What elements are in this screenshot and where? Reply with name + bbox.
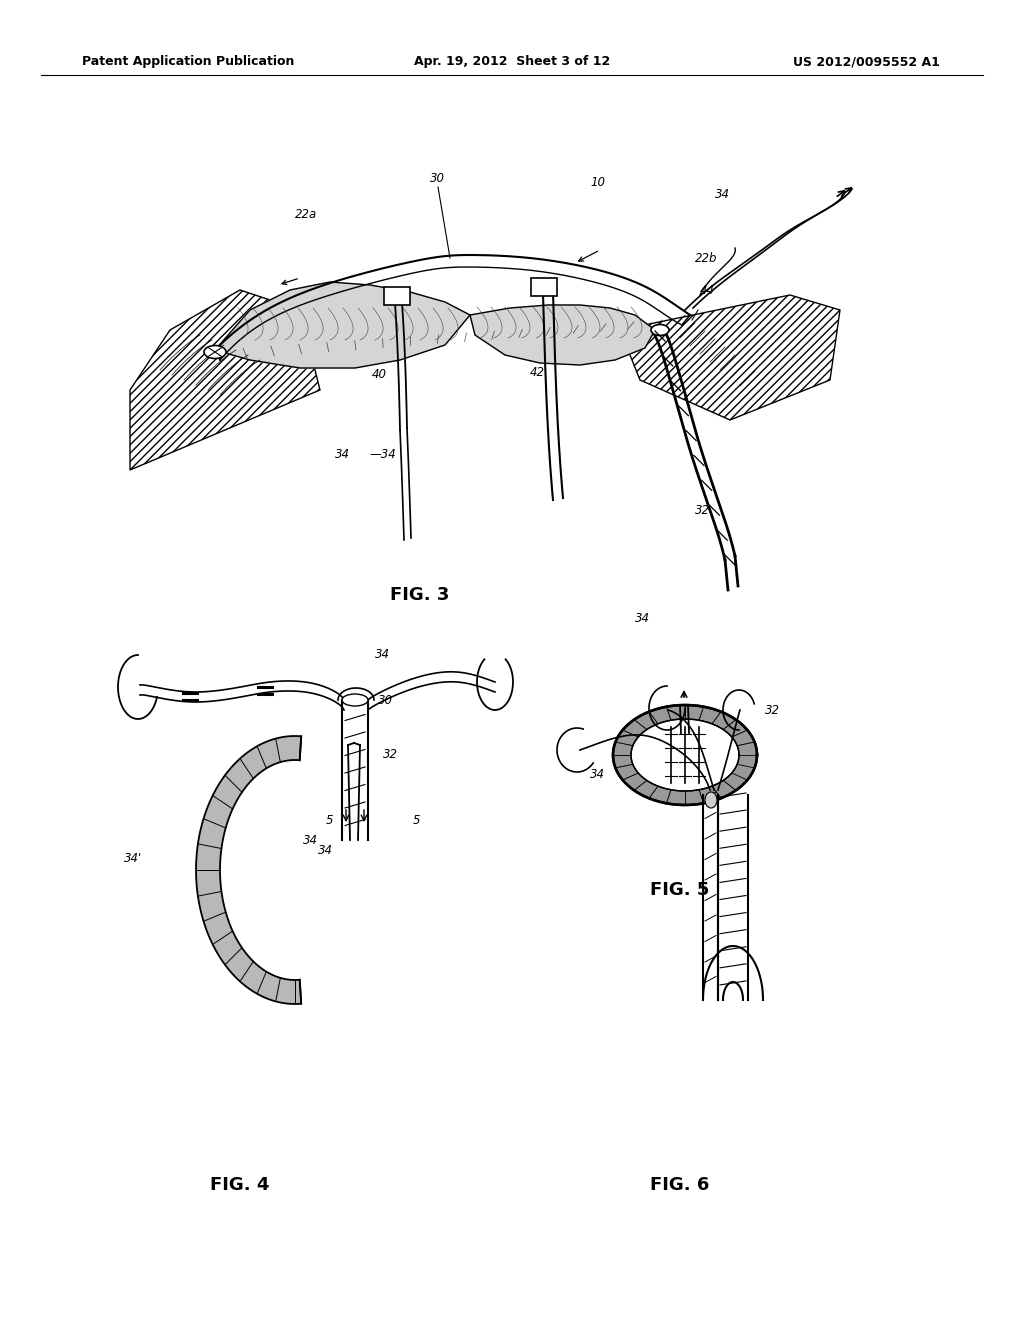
Polygon shape — [613, 705, 757, 805]
Text: 10: 10 — [590, 176, 605, 189]
Ellipse shape — [651, 325, 669, 335]
Text: Patent Application Publication: Patent Application Publication — [82, 55, 294, 69]
Text: 30: 30 — [430, 172, 445, 185]
Text: 34: 34 — [318, 843, 333, 857]
Text: —34: —34 — [370, 449, 396, 462]
Text: 42: 42 — [530, 366, 545, 379]
Text: 34: 34 — [590, 768, 605, 781]
Text: 32: 32 — [695, 503, 710, 516]
Text: 5: 5 — [326, 813, 334, 826]
Text: 34: 34 — [303, 833, 318, 846]
Text: Apr. 19, 2012  Sheet 3 of 12: Apr. 19, 2012 Sheet 3 of 12 — [414, 55, 610, 69]
Text: 32: 32 — [383, 748, 398, 762]
Polygon shape — [620, 294, 840, 420]
Text: 5: 5 — [413, 813, 421, 826]
Ellipse shape — [342, 694, 368, 706]
Ellipse shape — [204, 346, 226, 359]
Text: 44: 44 — [700, 284, 715, 297]
Ellipse shape — [705, 792, 717, 808]
Text: US 2012/0095552 A1: US 2012/0095552 A1 — [794, 55, 940, 69]
Text: FIG. 6: FIG. 6 — [650, 1176, 710, 1195]
Text: 34: 34 — [635, 611, 650, 624]
Text: FIG. 3: FIG. 3 — [390, 586, 450, 605]
Polygon shape — [631, 719, 739, 791]
Text: FIG. 5: FIG. 5 — [650, 880, 710, 899]
FancyBboxPatch shape — [384, 286, 410, 305]
Text: 34: 34 — [335, 449, 350, 462]
Polygon shape — [196, 737, 301, 1005]
Text: 22a: 22a — [295, 209, 317, 222]
FancyBboxPatch shape — [531, 279, 557, 296]
Text: FIG. 4: FIG. 4 — [210, 1176, 269, 1195]
Text: 40: 40 — [372, 368, 387, 381]
Text: 34: 34 — [375, 648, 390, 661]
Text: 34: 34 — [715, 189, 730, 202]
Polygon shape — [470, 305, 655, 366]
Polygon shape — [215, 282, 470, 368]
Text: 34': 34' — [124, 851, 142, 865]
Text: 22b: 22b — [695, 252, 718, 264]
Text: 30: 30 — [378, 693, 393, 706]
Text: 32: 32 — [765, 704, 780, 717]
Polygon shape — [130, 290, 319, 470]
